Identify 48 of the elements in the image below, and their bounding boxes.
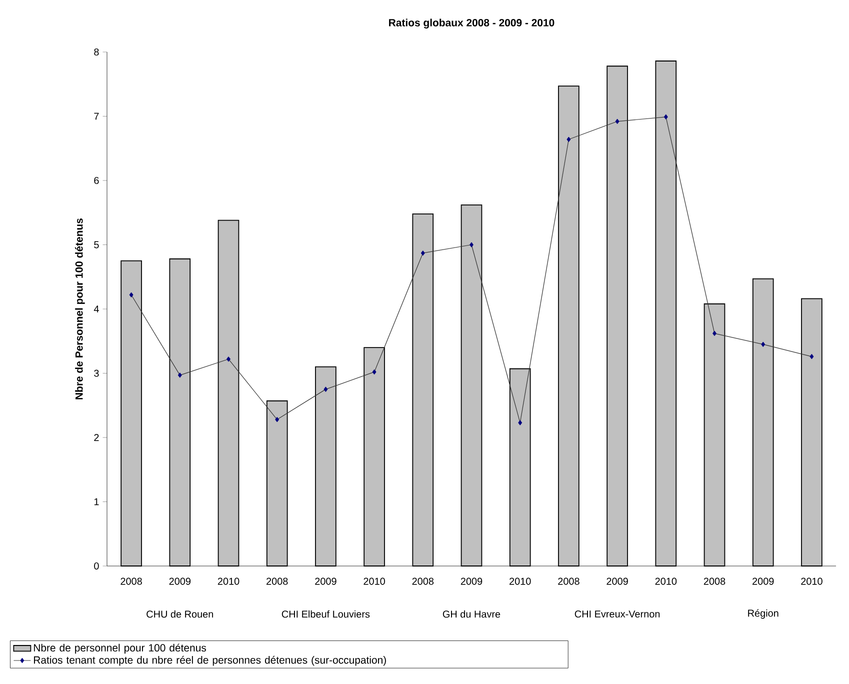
x-tick-label: 2009 (460, 578, 482, 585)
point (324, 386, 328, 392)
point (226, 356, 230, 362)
point (275, 417, 280, 422)
y-tick-label: 2 (94, 434, 99, 441)
x-tick-label: 2010 (655, 578, 677, 585)
y-tick-label: 7 (94, 112, 99, 120)
point (761, 342, 766, 347)
x-tick-label: 2008 (266, 578, 288, 585)
y-tick-label: 8 (94, 48, 99, 56)
point (470, 242, 474, 248)
point (615, 118, 620, 124)
x-tick-label: 2008 (412, 578, 434, 585)
text: CHI Elbeuf Louviers (282, 610, 370, 618)
y-tick-label: 1 (94, 498, 99, 506)
point (518, 420, 522, 426)
y-tick-label: 4 (94, 306, 99, 312)
point (420, 250, 425, 256)
x-tick-label: 2009 (169, 578, 191, 585)
x-tick-label: 2008 (704, 578, 726, 585)
x-tick-label: 2008 (120, 578, 142, 585)
point (810, 354, 814, 360)
x-tick-label: 2010 (218, 578, 240, 585)
point (712, 330, 716, 336)
x-tick-label: 2009 (315, 578, 336, 585)
text: CHI Evreux-Vernon (574, 610, 660, 618)
x-tick-label: 2010 (510, 578, 531, 585)
x-tick-label: 2008 (558, 578, 580, 585)
y-tick-label: 5 (94, 241, 99, 248)
legend-label: Ratios tenant compte du nbre réel de personnes détenues (sur-occupation) (34, 656, 386, 666)
x-tick-label: 2010 (801, 578, 822, 585)
y-tick-label: 6 (94, 176, 99, 184)
text: GH du Havre (442, 610, 500, 618)
point (372, 369, 376, 374)
x-tick-label: 2010 (364, 578, 385, 585)
y-tick-label: 0 (94, 562, 99, 570)
x-tick-label: 2009 (752, 578, 774, 585)
point (664, 114, 668, 120)
point (178, 372, 182, 378)
point (129, 292, 134, 298)
text: CHU de Rouen (146, 610, 214, 618)
y-axis-title: Nbre de Personnel pour 100 détenus (75, 218, 85, 400)
point (566, 136, 571, 142)
y-tick-label: 3 (94, 370, 99, 377)
legend-label: Nbre de personnel pour 100 détenus (34, 644, 206, 654)
x-tick-label: 2009 (606, 578, 628, 585)
text: Région (748, 609, 778, 619)
chart-title: Ratios globaux 2008 - 2009 - 2010 (389, 18, 554, 29)
